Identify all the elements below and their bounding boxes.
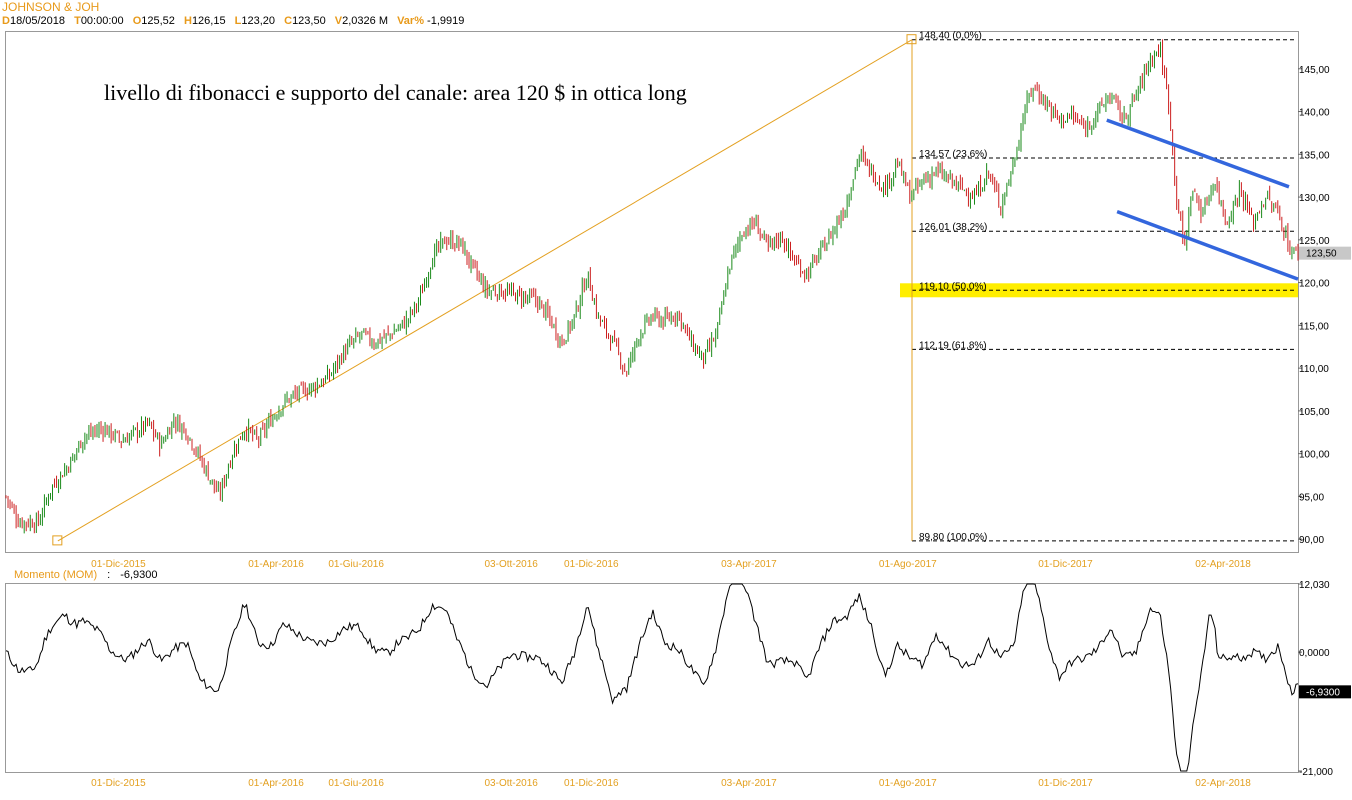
last-price-label: 123,50	[1306, 249, 1337, 260]
y-tick-label: 135,00	[1299, 150, 1330, 161]
momentum-label: Momento (MOM): -6,9300	[14, 569, 158, 581]
x-tick-label: 01-Dic-2016	[564, 559, 619, 570]
trendline-anchor-start	[52, 535, 63, 546]
fib-level-label: 134,57 (23,6%)	[919, 149, 987, 160]
y-tick-label: 120,00	[1299, 279, 1330, 290]
momentum-line	[5, 583, 1299, 772]
chart-annotation: livello di fibonacci e supporto del cana…	[104, 80, 687, 105]
readout-low: L123,20	[234, 15, 276, 27]
instrument-title: JOHNSON & JOH	[2, 0, 100, 14]
mom-x-tick-label: 01-Dic-2016	[564, 778, 619, 789]
y-tick-label: 130,00	[1299, 193, 1330, 204]
x-tick-label: 03-Apr-2017	[721, 559, 777, 570]
readout-volume: V2,0326 M	[334, 15, 388, 27]
readout-open: O125,52	[132, 15, 175, 27]
mom-x-tick-label: 03-Apr-2017	[721, 778, 777, 789]
trendline-anchor-end	[906, 34, 917, 45]
y-tick-label: 125,00	[1299, 236, 1330, 247]
fib-level-label: 148,40 (0,0%)	[919, 31, 982, 42]
candle-group	[5, 39, 1299, 534]
fib-level-label: 89,80 (100,0%)	[919, 532, 987, 543]
x-tick-label: 02-Apr-2018	[1195, 559, 1251, 570]
mom-x-tick-label: 03-Ott-2016	[484, 778, 538, 789]
x-tick-label: 01-Dic-2015	[91, 559, 146, 570]
y-tick-label: 100,00	[1299, 450, 1330, 461]
momentum-badge	[1299, 685, 1351, 699]
mom-x-tick-label: 01-Ago-2017	[879, 778, 937, 789]
y-tick-label: 90,00	[1299, 535, 1324, 546]
mom-x-tick-label: 01-Apr-2016	[248, 778, 304, 789]
last-price-badge	[1299, 246, 1351, 260]
y-tick-label: 105,00	[1299, 407, 1330, 418]
y-tick-label: 95,00	[1299, 492, 1324, 503]
x-tick-label: 01-Dic-2017	[1038, 559, 1093, 570]
y-tick-label: 140,00	[1299, 108, 1330, 119]
mom-tick-label: -21,000	[1299, 767, 1333, 778]
readout-time: T00:00:00	[74, 15, 124, 27]
mom-tick-label: 0,0000	[1299, 648, 1330, 659]
channel-line	[1106, 118, 1290, 189]
mom-x-tick-label: 01-Dic-2017	[1038, 778, 1093, 789]
x-tick-label: 03-Ott-2016	[484, 559, 538, 570]
fib-level-label: 119,10 (50,0%)	[919, 281, 987, 292]
readout-close: C123,50	[284, 15, 326, 27]
mom-tick-label: 12,030	[1299, 580, 1330, 591]
mom-x-tick-label: 02-Apr-2018	[1195, 778, 1251, 789]
readout-varpct: Var% -1,9919	[397, 15, 465, 27]
fib-level-label: 112,19 (61,8%)	[919, 340, 987, 351]
readout-high: H126,15	[183, 15, 226, 27]
x-tick-label: 01-Apr-2016	[248, 559, 304, 570]
momentum-badge-label: -6,9300	[1306, 687, 1340, 698]
ohlc-readout: D18/05/2018 T00:00:00 O125,52 H126,15 L1…	[2, 15, 470, 27]
channel-line	[1116, 209, 1299, 281]
fib-level-label: 126,01 (38,2%)	[919, 222, 987, 233]
fib-50-highlight	[900, 283, 1298, 298]
x-tick-label: 01-Giu-2016	[328, 559, 384, 570]
x-tick-label: 01-Ago-2017	[879, 559, 937, 570]
y-tick-label: 115,00	[1299, 321, 1329, 332]
y-tick-label: 110,00	[1299, 364, 1329, 375]
readout-date: D18/05/2018	[2, 15, 66, 27]
mom-x-tick-label: 01-Giu-2016	[328, 778, 384, 789]
y-tick-label: 145,00	[1299, 65, 1330, 76]
mom-x-tick-label: 01-Dic-2015	[91, 778, 146, 789]
